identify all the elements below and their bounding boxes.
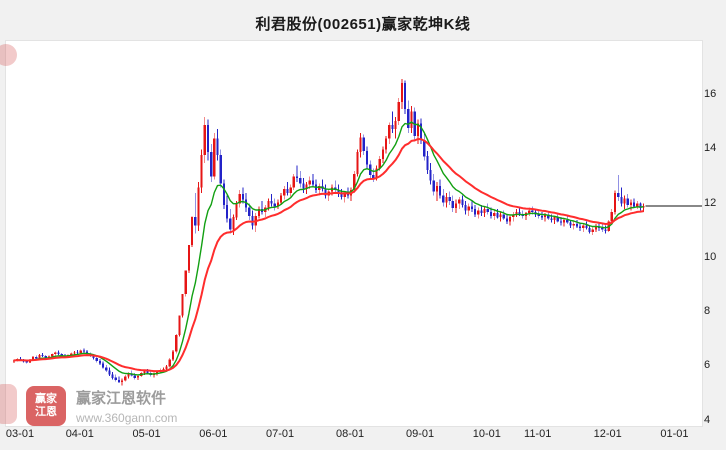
x-axis-label: 12-01 — [593, 428, 622, 440]
watermark-partial-logo — [0, 44, 17, 66]
watermark-url: www.360gann.com — [76, 411, 178, 425]
x-axis-label: 06-01 — [199, 428, 228, 440]
y-axis: 16 14 12 10 8 6 4 — [704, 0, 726, 450]
brand-logo-text: 江恩 — [35, 406, 57, 418]
y-axis-label: 12 — [704, 197, 717, 209]
y-axis-label: 10 — [704, 251, 717, 263]
brand-logo-text: 赢家 — [35, 393, 57, 405]
watermark-partial-logo — [0, 384, 17, 424]
x-axis-label: 04-01 — [65, 428, 94, 440]
x-axis: 03-01 04-01 05-01 06-01 07-01 08-01 09-01 10-01… — [0, 428, 726, 446]
x-axis-label: 03-01 — [5, 428, 35, 440]
kline-chart[interactable] — [6, 41, 702, 426]
y-axis-label: 14 — [704, 142, 717, 154]
chart-title: 利君股份(002651)赢家乾坤K线 — [255, 16, 471, 33]
plot-area[interactable]: 赢家 江恩 赢家江恩软件 www.360gann.com — [0, 40, 703, 427]
x-axis-label: 11-01 — [524, 428, 552, 440]
watermark-text: 赢家江恩软件 www.360gann.com — [76, 387, 177, 425]
y-axis-label: 4 — [704, 414, 711, 426]
x-axis-label: 01-01 — [660, 428, 689, 440]
y-axis-label: 6 — [704, 359, 711, 371]
x-axis-label: 10-01 — [472, 428, 501, 440]
watermark-brand: 赢家江恩软件 — [76, 390, 167, 407]
y-axis-label: 8 — [704, 305, 711, 317]
x-axis-label: 05-01 — [132, 428, 161, 440]
watermark: 赢家 江恩 赢家江恩软件 www.360gann.com — [26, 386, 177, 426]
x-axis-label: 08-01 — [336, 428, 365, 440]
y-axis-label: 16 — [704, 88, 717, 100]
brand-logo: 赢家 江恩 — [26, 386, 66, 426]
x-axis-label: 07-01 — [266, 428, 295, 440]
x-axis-label: 09-01 — [405, 428, 435, 440]
